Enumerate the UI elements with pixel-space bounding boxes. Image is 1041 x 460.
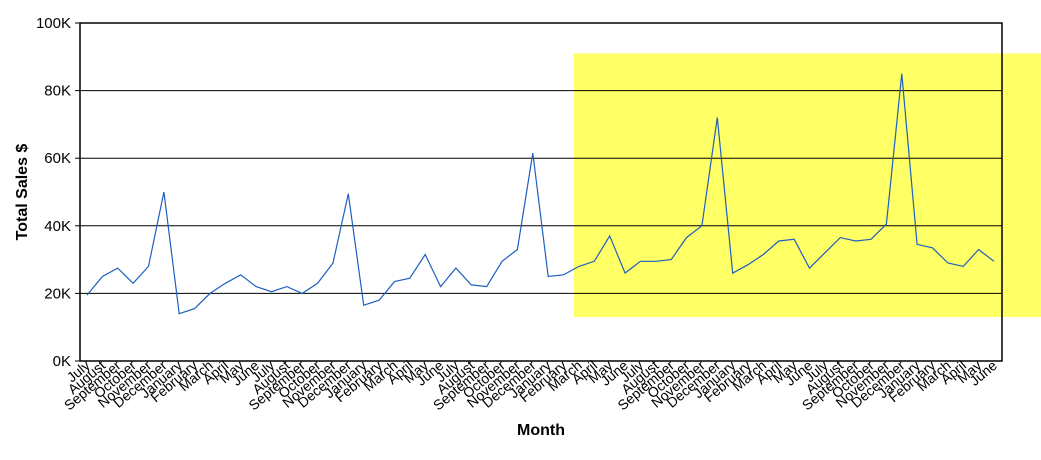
highlight-region — [573, 53, 1041, 318]
x-axis-title: Month — [517, 422, 565, 439]
plot-frame — [79, 22, 1003, 362]
sales-line — [86, 73, 995, 315]
y-tick-label: 40K — [44, 218, 71, 235]
y-tick-label: 60K — [44, 150, 71, 167]
y-axis-title: Total Sales $ — [14, 144, 31, 241]
y-tick-label: 0K — [53, 353, 71, 370]
y-tick-label: 100K — [36, 15, 71, 32]
y-tick-label: 80K — [44, 83, 71, 100]
y-tick-label: 20K — [44, 285, 71, 302]
